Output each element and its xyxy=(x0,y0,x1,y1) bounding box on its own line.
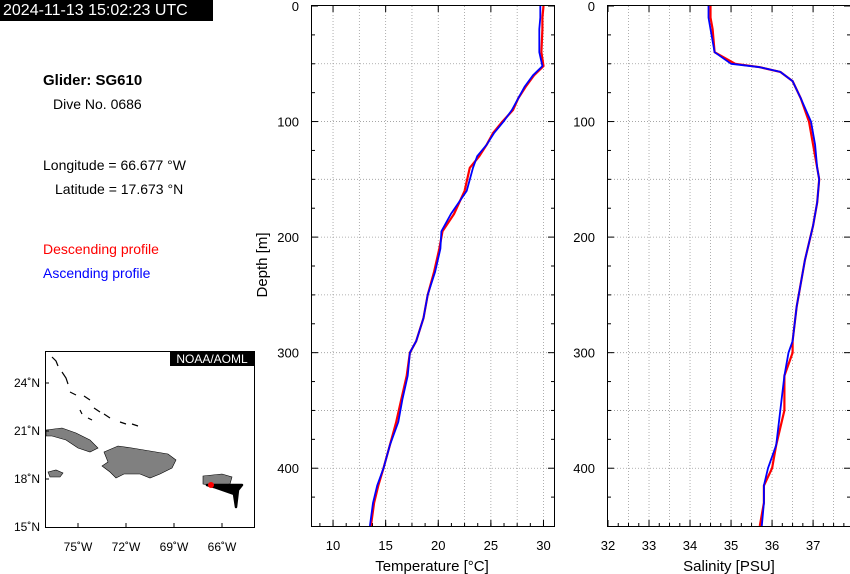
salinity-x-tick-label: 36 xyxy=(765,538,779,553)
temperature-series-ascending xyxy=(369,6,544,527)
legend-ascending: Ascending profile xyxy=(43,265,151,281)
salinity-y-tick-label: 300 xyxy=(573,346,595,361)
temperature-gridlines xyxy=(312,6,554,526)
salinity-chart: 32 33 34 35 36 37 0 100 200 300 400 Salinity [PSU] xyxy=(573,0,850,574)
map-lat-ticks: 24˚N 21˚N 18˚N 15˚N xyxy=(14,376,49,534)
temperature-x-tick-label: 10 xyxy=(326,538,340,553)
temperature-y-tick-label: 0 xyxy=(292,0,299,14)
temperature-x-label: Temperature [°C] xyxy=(375,558,489,574)
map-land-cuba xyxy=(45,427,99,453)
salinity-gridlines xyxy=(608,6,850,526)
map-lat-tick-label: 24˚N xyxy=(14,376,40,390)
salinity-x-tick-label: 34 xyxy=(683,538,697,553)
map-credit-box xyxy=(170,351,255,366)
salinity-series-descending xyxy=(709,6,821,527)
temperature-x-tick-label: 20 xyxy=(431,538,445,553)
salinity-y-tick-label: 0 xyxy=(588,0,595,14)
map-credit: NOAA/AOML xyxy=(176,352,248,366)
salinity-y-tick-label: 400 xyxy=(573,461,595,476)
map-lat-tick-label: 21˚N xyxy=(14,424,40,438)
temperature-tick-marks xyxy=(312,5,554,526)
temperature-x-tick-label: 25 xyxy=(484,538,498,553)
salinity-plot-area xyxy=(707,6,821,527)
map-land-hispaniola xyxy=(101,445,177,479)
temperature-y-tick-label: 400 xyxy=(277,461,299,476)
glider-name: Glider: SG610 xyxy=(43,72,143,89)
legend-descending: Descending profile xyxy=(43,241,159,257)
temperature-plot-frame xyxy=(311,5,555,527)
salinity-y-tick-label: 200 xyxy=(573,230,595,245)
salinity-tick-labels: 32 33 34 35 36 37 0 100 200 300 400 xyxy=(573,0,820,553)
temperature-x-tick-label: 15 xyxy=(378,538,392,553)
salinity-series-ascending xyxy=(707,6,821,527)
temperature-series-descending xyxy=(369,5,545,527)
map-inset: NOAA/AOML 24˚N 21˚N 18˚N 15˚N 75˚W 72˚W … xyxy=(14,351,255,554)
latitude-readout: Latitude = 17.673 °N xyxy=(55,181,184,197)
timestamp-banner: 2024-11-13 15:02:23 UTC xyxy=(0,0,213,21)
map-land-jamaica xyxy=(47,469,64,478)
map-lon-tick-label: 72˚W xyxy=(112,540,141,554)
temperature-y-tick-label: 300 xyxy=(277,346,299,361)
map-lon-tick-label: 66˚W xyxy=(208,540,237,554)
map-lon-ticks: 75˚W 72˚W 69˚W 66˚W xyxy=(64,523,237,554)
temperature-plot-area xyxy=(369,5,545,527)
map-glider-position xyxy=(208,482,214,488)
map-lat-tick-label: 15˚N xyxy=(14,520,40,534)
longitude-readout: Longitude = 66.677 °W xyxy=(43,157,186,173)
salinity-plot-frame xyxy=(607,5,850,527)
temperature-y-tick-label: 200 xyxy=(277,230,299,245)
map-lon-tick-label: 69˚W xyxy=(160,540,189,554)
salinity-x-tick-label: 35 xyxy=(724,538,738,553)
map-lat-tick-label: 18˚N xyxy=(14,472,40,486)
map-lon-tick-label: 75˚W xyxy=(64,540,93,554)
map-glider-track xyxy=(205,483,244,509)
salinity-y-tick-label: 100 xyxy=(573,115,595,130)
temperature-x-tick-label: 30 xyxy=(536,538,550,553)
dive-number: Dive No. 0686 xyxy=(53,96,142,112)
salinity-x-tick-label: 32 xyxy=(601,538,615,553)
salinity-x-tick-label: 37 xyxy=(806,538,820,553)
salinity-tick-marks xyxy=(607,5,850,526)
temperature-y-tick-label: 100 xyxy=(277,115,299,130)
depth-axis-label: Depth [m] xyxy=(254,232,271,297)
salinity-x-label: Salinity [PSU] xyxy=(683,558,775,574)
map-land-bahamas xyxy=(51,356,139,427)
salinity-x-tick-label: 33 xyxy=(642,538,656,553)
